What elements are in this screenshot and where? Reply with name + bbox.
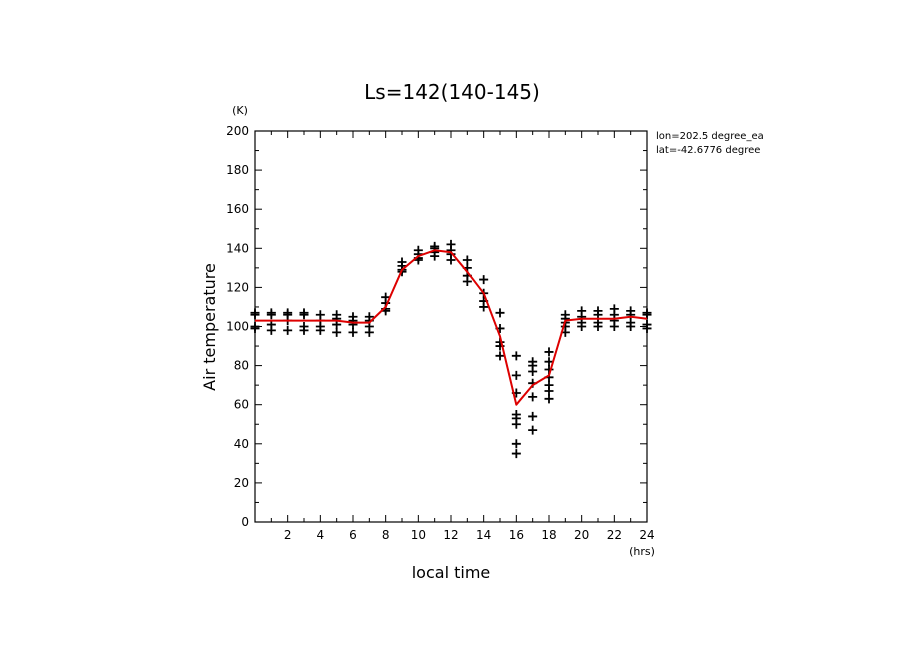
- data-point: [593, 322, 603, 331]
- data-point: [626, 310, 636, 320]
- data-point: [283, 325, 293, 335]
- x-tick-label: 8: [382, 528, 390, 542]
- data-point: [577, 322, 587, 331]
- x-tick-label: 6: [349, 528, 357, 542]
- data-point: [511, 419, 521, 429]
- x-axis-unit: (hrs): [629, 545, 655, 558]
- plot-area-frame: [254, 130, 648, 523]
- data-point: [364, 327, 374, 337]
- data-point: [528, 411, 538, 421]
- y-tick-label: 200: [226, 124, 249, 138]
- data-point: [266, 310, 276, 320]
- data-point: [626, 322, 636, 331]
- data-point: [528, 392, 538, 402]
- data-point: [446, 255, 456, 265]
- x-tick-label: 10: [411, 528, 426, 542]
- x-tick-label: 22: [607, 528, 622, 542]
- data-point: [250, 310, 260, 320]
- x-tick-label: 14: [476, 528, 491, 542]
- data-point: [348, 320, 358, 330]
- data-point: [315, 325, 325, 335]
- data-point: [430, 251, 440, 261]
- x-tick-label: 20: [574, 528, 589, 542]
- data-point: [348, 327, 358, 337]
- y-tick-label: 100: [226, 320, 249, 334]
- data-point: [462, 277, 472, 287]
- data-point: [544, 347, 554, 357]
- y-axis-label: Air temperature: [200, 263, 219, 391]
- data-point: [250, 323, 260, 333]
- y-tick-label: 160: [226, 202, 249, 216]
- y-tick-label: 180: [226, 163, 249, 177]
- y-tick-label: 40: [234, 437, 249, 451]
- data-point: [462, 255, 472, 265]
- data-point: [528, 425, 538, 435]
- mean-line-group: [255, 249, 648, 406]
- data-point: [544, 386, 554, 396]
- y-tick-label: 0: [241, 515, 249, 529]
- data-point: [479, 275, 489, 285]
- data-point: [495, 308, 505, 318]
- x-tick-label: 4: [317, 528, 325, 542]
- data-point: [299, 325, 309, 335]
- data-point: [544, 394, 554, 404]
- chart-title: Ls=142(140-145): [364, 80, 540, 104]
- x-axis-label: local time: [412, 563, 491, 582]
- data-point: [609, 322, 619, 331]
- data-point: [511, 439, 521, 449]
- data-point: [544, 357, 554, 367]
- mean-line: [255, 249, 648, 406]
- data-point: [495, 351, 505, 361]
- data-points: [250, 239, 652, 459]
- data-point: [332, 327, 342, 337]
- data-point: [511, 351, 521, 361]
- data-point: [528, 366, 538, 376]
- data-point: [299, 310, 309, 320]
- y-tick-label: 20: [234, 476, 249, 490]
- y-tick-label: 80: [234, 359, 249, 373]
- x-tick-label: 2: [284, 528, 292, 542]
- y-tick-label: 140: [226, 241, 249, 255]
- data-point: [266, 325, 276, 335]
- x-tick-label: 24: [639, 528, 654, 542]
- data-point: [479, 302, 489, 312]
- annotation-lat: lat=-42.6776 degree: [656, 145, 760, 156]
- x-tick-label: 18: [541, 528, 556, 542]
- x-tick-label: 16: [509, 528, 524, 542]
- data-point: [511, 370, 521, 380]
- data-point: [642, 323, 652, 333]
- y-tick-label: 60: [234, 398, 249, 412]
- annotation-lon: lon=202.5 degree_ea: [656, 131, 764, 142]
- y-tick-label: 120: [226, 280, 249, 294]
- x-tick-label: 12: [443, 528, 458, 542]
- y-axis-unit: (K): [232, 104, 248, 117]
- data-point: [511, 449, 521, 459]
